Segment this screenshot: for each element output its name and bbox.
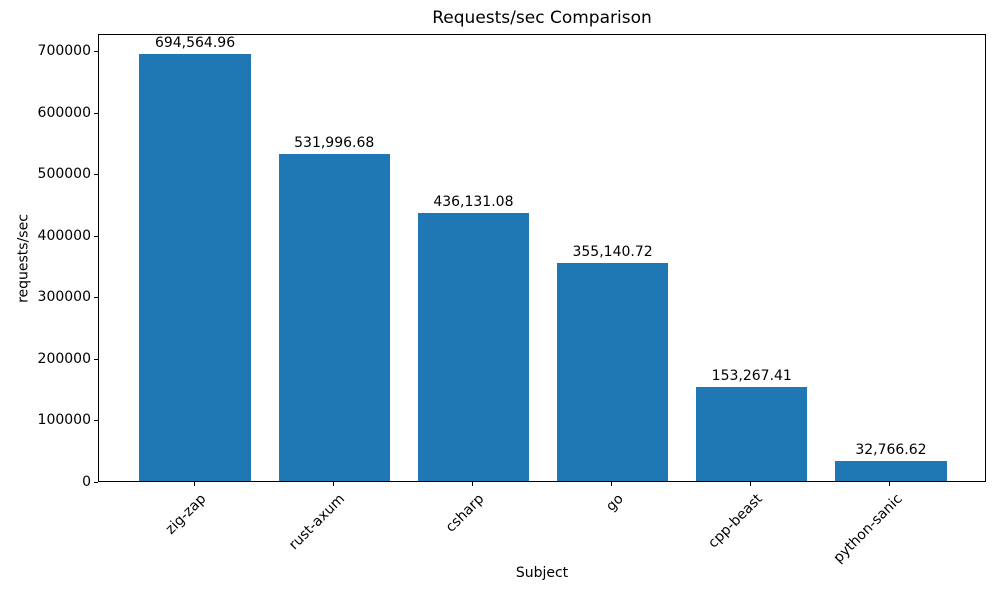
y-tick [94,481,98,483]
y-tick-label: 0 [82,473,91,490]
bar-rust-axum [278,154,390,481]
x-tick [193,482,195,486]
x-tick-label: csharp [443,491,488,536]
bar-zig-zap [139,54,251,481]
plot-area: 694,564.96 531,996.68 436,131.08 355,140.72… [98,34,986,482]
bar-go [556,262,669,481]
x-tick-label: go [603,491,627,515]
y-tick [94,112,98,114]
bar-python-sanic [835,460,947,481]
x-tick-label: cpp-beast [705,491,767,552]
y-tick-label: 100000 [37,412,91,429]
y-tick [94,174,98,176]
bar-value-label: 355,140.72 [572,243,653,260]
x-tick-label: rust-axum [286,491,349,554]
y-tick-label: 500000 [37,166,91,183]
y-tick-label: 400000 [37,227,91,244]
bar-csharp [417,213,530,481]
y-tick-label: 700000 [37,43,91,60]
y-tick-label: 200000 [37,350,91,367]
y-tick-label: 600000 [37,104,91,121]
bar-value-label: 436,131.08 [433,194,514,211]
x-tick-label: zig-zap [162,491,210,538]
y-tick [94,297,98,299]
x-tick [332,482,334,486]
x-tick [611,482,613,486]
bar-value-label: 153,267.41 [711,367,792,384]
bar-value-label: 694,564.96 [154,35,236,52]
y-tick [94,420,98,422]
bar-cpp-beast [696,386,808,481]
x-tick [750,482,752,486]
y-tick [94,358,98,360]
y-tick-label: 300000 [37,289,91,306]
x-tick [889,482,891,486]
y-tick [94,235,98,237]
x-tick-label: python-sanic [830,491,906,567]
chart-title: Requests/sec Comparison [432,8,652,28]
y-tick [94,51,98,53]
bar-value-label: 531,996.68 [294,135,375,152]
x-axis-label: Subject [515,565,569,581]
bar-value-label: 32,766.62 [855,441,927,458]
x-tick [471,482,473,486]
